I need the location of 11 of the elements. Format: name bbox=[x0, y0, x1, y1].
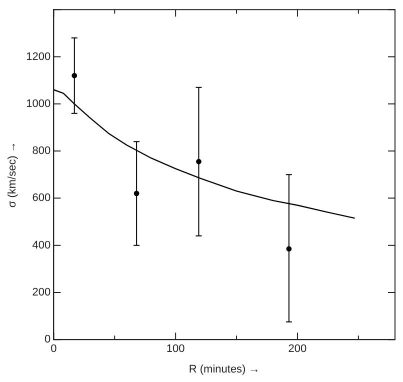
y-tick-label: 400 bbox=[32, 239, 51, 252]
y-tick-label: 0 bbox=[44, 334, 51, 346]
y-tick-label: 600 bbox=[32, 192, 51, 204]
y-axis-title: σ (km/sec) → bbox=[6, 142, 19, 208]
x-tick-label: 200 bbox=[288, 343, 307, 356]
x-tick-label: 100 bbox=[166, 343, 185, 356]
y-tick-label: 800 bbox=[32, 145, 51, 158]
y-tick-label: 1000 bbox=[26, 98, 51, 110]
x-axis-title: R (minutes) → bbox=[188, 363, 260, 376]
y-tick-label: 1200 bbox=[26, 50, 51, 63]
y-tick-label: 200 bbox=[32, 286, 51, 298]
